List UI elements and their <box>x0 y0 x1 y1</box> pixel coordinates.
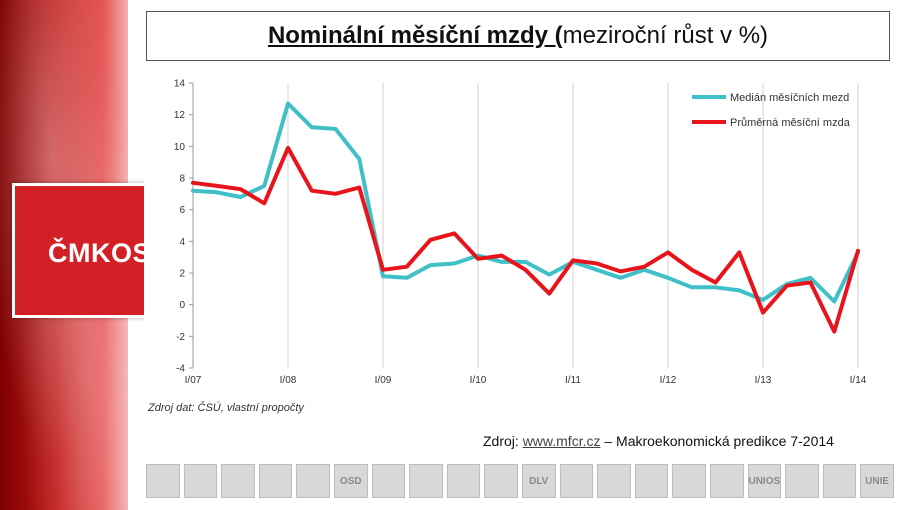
x-tick-label: I/13 <box>755 375 772 386</box>
union-logo: UNIE <box>860 464 894 498</box>
union-logo <box>409 464 443 498</box>
union-logo: DLV <box>521 464 556 498</box>
union-logo <box>785 464 819 498</box>
union-logo <box>672 464 706 498</box>
x-tick-label: I/12 <box>660 375 677 386</box>
wage-growth-chart: I/07 I/08 I/09 I/10 I/11 I/12 I/13 I/14 -4 -2 0 2 4 6… <box>174 79 866 387</box>
y-tick-label: -4 <box>176 364 185 375</box>
union-logo <box>709 464 744 498</box>
y-tick-label: 12 <box>174 110 186 121</box>
y-tick-label: 0 <box>179 300 185 311</box>
y-tick-label: 6 <box>179 205 185 216</box>
union-logo <box>371 464 406 498</box>
y-tick-label: 4 <box>179 237 185 248</box>
series-line <box>191 145 860 334</box>
page-title: Nominální měsíční mzdy (meziroční růst v… <box>268 22 768 50</box>
union-logo <box>484 464 518 498</box>
union-logo <box>597 464 631 498</box>
union-logo <box>258 464 293 498</box>
x-tick-label: I/09 <box>375 375 392 386</box>
union-logo <box>446 464 481 498</box>
union-logo <box>183 464 218 498</box>
x-tick-label: I/10 <box>470 375 487 386</box>
title-bold-part: Nominální měsíční mzdy ( <box>267 22 563 49</box>
source-suffix: – Makroekonomická predikce 7-2014 <box>600 433 834 449</box>
y-tick-label: 14 <box>174 79 186 90</box>
x-tick-label: I/14 <box>850 375 866 386</box>
source-prefix: Zdroj: <box>483 433 523 449</box>
union-logo-strip: OSD DLV UNIOS UNIE <box>146 462 894 500</box>
logo-text: ČMKOS <box>48 238 151 268</box>
legend-label: Medián měsíčních mezd <box>730 92 849 104</box>
union-logo <box>146 464 180 498</box>
chart-source-note: Zdroj dat: ČSÚ, vlastní propočty <box>148 402 304 414</box>
y-tick-label: 8 <box>179 174 185 185</box>
union-logo <box>221 464 255 498</box>
title-rest: meziroční růst v %) <box>562 22 769 49</box>
x-tick-label: I/08 <box>280 375 297 386</box>
union-logo <box>822 464 857 498</box>
source-link[interactable]: www.mfcr.cz <box>522 433 601 449</box>
source-line: Zdroj: www.mfcr.cz – Makroekonomická pre… <box>483 433 834 449</box>
y-tick-label: 2 <box>179 269 185 280</box>
x-tick-label: I/11 <box>565 375 581 386</box>
union-logo <box>634 464 669 498</box>
union-logo <box>296 464 330 498</box>
union-logo <box>559 464 594 498</box>
union-logo: OSD <box>333 464 368 498</box>
title-box: Nominální měsíční mzdy (meziroční růst v… <box>146 11 890 61</box>
y-tick-label: -2 <box>176 332 185 343</box>
legend-label: Průměrná měsíční mzda <box>730 117 851 129</box>
union-logo: UNIOS <box>747 464 782 498</box>
chart-panel: I/07 I/08 I/09 I/10 I/11 I/12 I/13 I/14 -4 -2 0 2 4 6… <box>144 68 866 426</box>
y-tick-label: 10 <box>174 142 186 153</box>
x-tick-label: I/07 <box>185 375 202 386</box>
